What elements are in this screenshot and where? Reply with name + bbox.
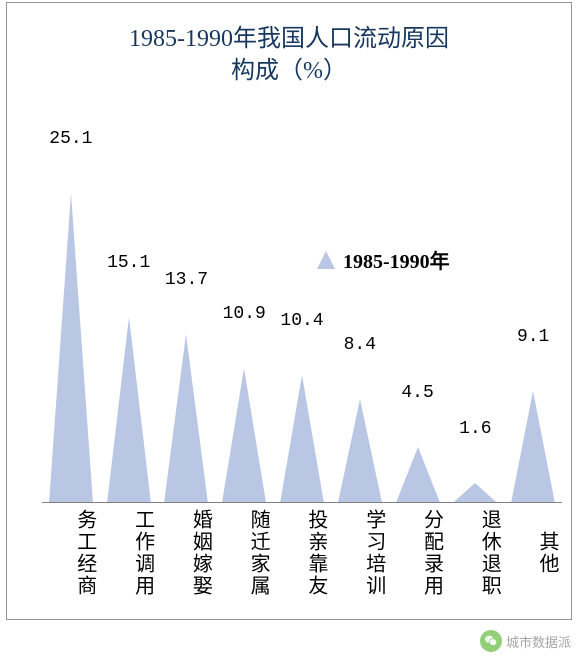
- data-label: 10.4: [280, 311, 323, 331]
- bar-slot: 8.4: [331, 133, 389, 503]
- bar-slot: 1.6: [446, 133, 504, 503]
- bar-slot: 10.9: [215, 133, 273, 503]
- triangle-bar: [107, 317, 151, 503]
- x-axis-line: [42, 502, 562, 503]
- legend: 1985-1990年: [317, 245, 450, 274]
- title-line-1: 1985-1990年我国人口流动原因: [7, 23, 571, 55]
- triangle-bar: [396, 447, 440, 503]
- triangle-bar: [453, 483, 497, 503]
- triangle-bar: [49, 193, 93, 503]
- wechat-icon: [480, 630, 502, 652]
- data-label: 1.6: [459, 419, 491, 439]
- triangle-bar: [222, 368, 266, 503]
- bar-slot: 9.1: [504, 133, 562, 503]
- watermark: 城市数据派: [480, 630, 571, 652]
- watermark-text: 城市数据派: [506, 632, 571, 651]
- bar-slot: 4.5: [389, 133, 447, 503]
- bar-slot: 25.1: [42, 133, 100, 503]
- x-axis-labels: 务工经商工作调用婚姻嫁娶随迁家属投亲靠友学习培训分配录用退休退职其他: [42, 509, 562, 597]
- x-axis-label: 分配录用: [389, 509, 447, 597]
- data-label: 15.1: [107, 253, 150, 273]
- triangle-bar: [338, 399, 382, 503]
- triangle-icon: [317, 251, 335, 269]
- data-label: 8.4: [344, 335, 376, 355]
- chart-container: 1985-1990年我国人口流动原因 构成（%） 25.1 15.1 13.7 10.…: [6, 2, 572, 620]
- bars-group: 25.1 15.1 13.7 10.9 10.4 8.4 4.5 1.6 9.1: [42, 133, 562, 503]
- triangle-bar: [511, 391, 555, 503]
- x-axis-label: 工作调用: [100, 509, 158, 597]
- x-axis-label: 婚姻嫁娶: [158, 509, 216, 597]
- x-axis-label: 投亲靠友: [273, 509, 331, 597]
- bar-slot: 15.1: [100, 133, 158, 503]
- bar-slot: 13.7: [158, 133, 216, 503]
- x-axis-label: 学习培训: [331, 509, 389, 597]
- data-label: 10.9: [223, 304, 266, 324]
- data-label: 25.1: [49, 129, 92, 149]
- data-label: 9.1: [517, 327, 549, 347]
- triangle-bar: [164, 334, 208, 503]
- x-axis-label: 务工经商: [42, 509, 100, 597]
- x-axis-label: 随迁家属: [215, 509, 273, 597]
- plot-area: 25.1 15.1 13.7 10.9 10.4 8.4 4.5 1.6 9.1: [42, 133, 562, 503]
- chart-title: 1985-1990年我国人口流动原因 构成（%）: [7, 23, 571, 88]
- x-axis-label: 退休退职: [446, 509, 504, 597]
- bar-slot: 10.4: [273, 133, 331, 503]
- triangle-bar: [280, 375, 324, 503]
- title-line-2: 构成（%）: [7, 55, 571, 87]
- legend-text: 1985-1990年: [343, 245, 450, 274]
- data-label: 13.7: [165, 270, 208, 290]
- x-axis-label: 其他: [504, 509, 562, 597]
- data-label: 4.5: [401, 383, 433, 403]
